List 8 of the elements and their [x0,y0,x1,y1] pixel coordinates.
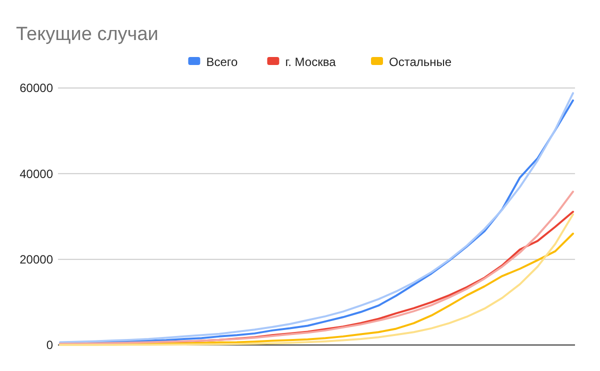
chart-title: Текущие случаи [16,24,158,45]
legend-label: Остальные [389,55,452,70]
y-tick-label: 40000 [20,166,54,181]
legend-label: Всего [206,55,238,70]
legend-label: г. Москва [285,55,336,70]
y-tick-label: 20000 [20,252,54,267]
y-tick-label: 60000 [20,81,54,96]
y-tick-label: 0 [46,338,54,352]
